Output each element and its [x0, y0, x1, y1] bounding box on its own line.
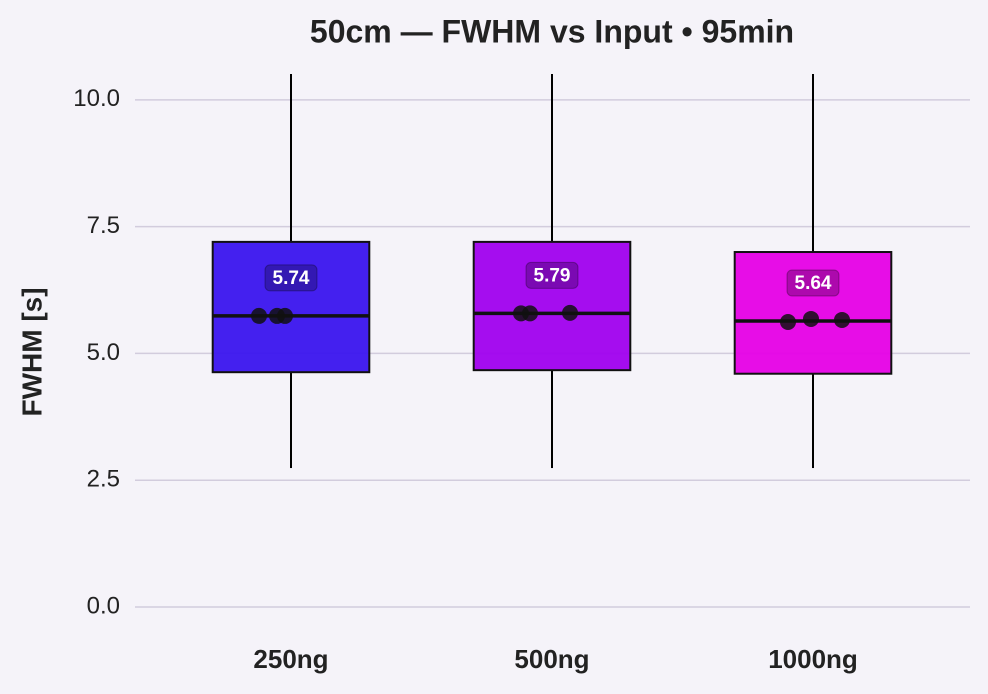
data-point [522, 305, 538, 322]
x-tick-label: 1000ng [768, 644, 858, 674]
data-point [834, 311, 850, 328]
data-point [780, 313, 796, 330]
y-tick-label: 10.0 [73, 85, 120, 112]
median-label-bg [525, 261, 579, 289]
chart-title: 50cm — FWHM vs Input • 95min [310, 13, 794, 49]
box [472, 240, 632, 372]
y-tick-label: 5.0 [87, 339, 120, 366]
x-tick-label: 500ng [514, 644, 589, 674]
data-point [251, 307, 267, 324]
y-tick-label: 7.5 [87, 212, 120, 239]
median-label: 5.79 [534, 265, 571, 286]
median-label: 5.74 [273, 268, 310, 289]
y-tick-label: 2.5 [87, 466, 120, 493]
y-axis-label: FWHM [s] [16, 287, 47, 416]
median-label-bg [264, 264, 318, 292]
y-tick-label: 0.0 [87, 592, 120, 619]
median-label-bg [786, 269, 840, 297]
data-point [562, 304, 578, 321]
x-tick-label: 250ng [253, 644, 328, 674]
median-label: 5.64 [795, 273, 832, 294]
box [211, 240, 371, 374]
data-point [277, 307, 293, 324]
data-point [803, 310, 819, 327]
